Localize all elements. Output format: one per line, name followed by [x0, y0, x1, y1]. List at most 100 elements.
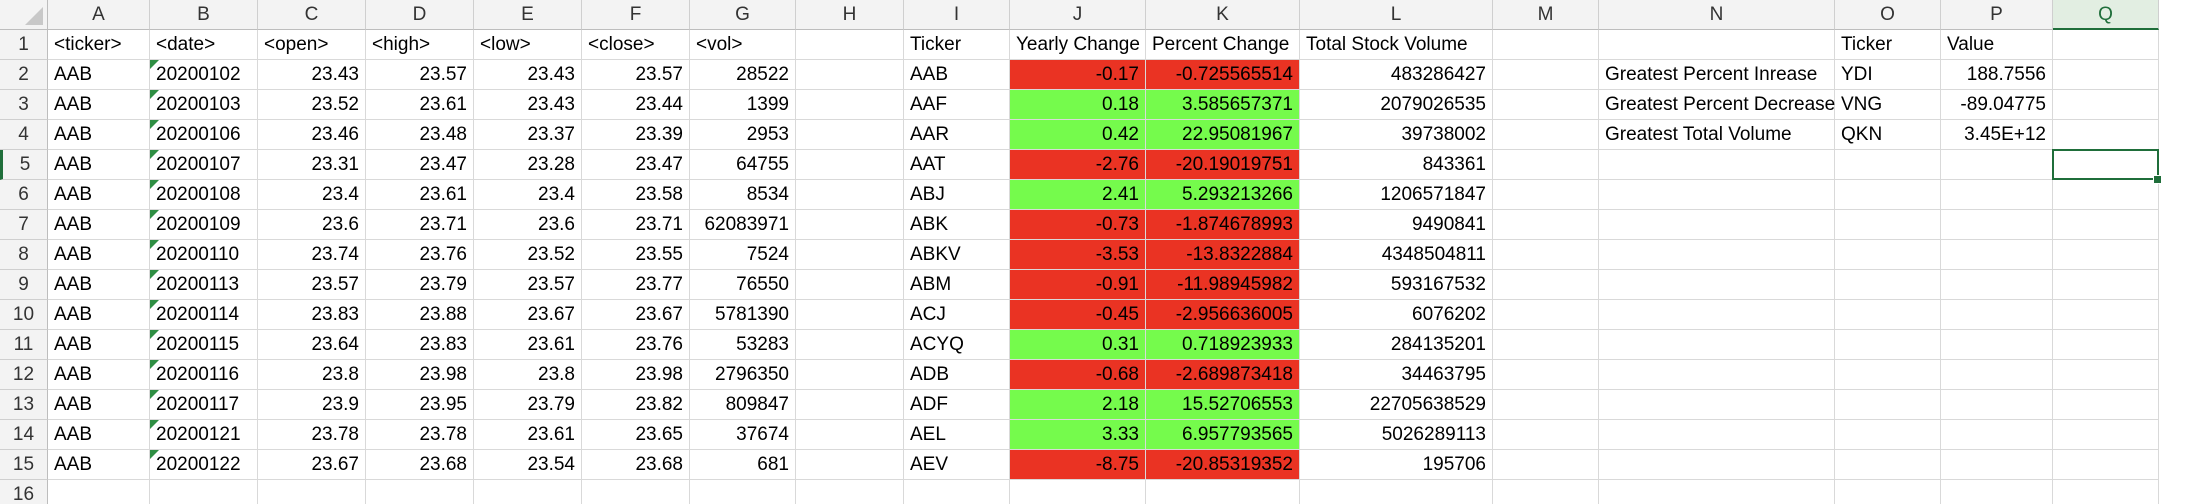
- cell-q8[interactable]: [2053, 240, 2159, 270]
- cell-a7[interactable]: AAB: [48, 210, 150, 240]
- cell-f5[interactable]: 23.47: [582, 150, 690, 180]
- cell-g3[interactable]: 1399: [690, 90, 796, 120]
- cell-j16[interactable]: [1010, 480, 1146, 504]
- cell-d2[interactable]: 23.57: [366, 60, 474, 90]
- row-header-1[interactable]: 1: [0, 30, 48, 60]
- cell-q10[interactable]: [2053, 300, 2159, 330]
- greatest-ticker-cell[interactable]: YDI: [1835, 60, 1941, 90]
- column-header-n[interactable]: N: [1599, 0, 1835, 30]
- cell-a6[interactable]: AAB: [48, 180, 150, 210]
- percent-change-cell[interactable]: -20.19019751: [1146, 150, 1300, 180]
- cell-c15[interactable]: 23.67: [258, 450, 366, 480]
- cell-i9[interactable]: ABM: [904, 270, 1010, 300]
- cell-m11[interactable]: [1493, 330, 1599, 360]
- yearly-change-cell[interactable]: -3.53: [1010, 240, 1146, 270]
- cell-p10[interactable]: [1941, 300, 2053, 330]
- cell-a12[interactable]: AAB: [48, 360, 150, 390]
- cell-q11[interactable]: [2053, 330, 2159, 360]
- cell-a15[interactable]: AAB: [48, 450, 150, 480]
- header-cell-d[interactable]: <high>: [366, 30, 474, 60]
- cell-e12[interactable]: 23.8: [474, 360, 582, 390]
- cell-d13[interactable]: 23.95: [366, 390, 474, 420]
- date-cell[interactable]: 20200115: [150, 330, 258, 360]
- cell-c9[interactable]: 23.57: [258, 270, 366, 300]
- column-header-h[interactable]: H: [796, 0, 904, 30]
- cell-m9[interactable]: [1493, 270, 1599, 300]
- cell-p5[interactable]: [1941, 150, 2053, 180]
- cell-m14[interactable]: [1493, 420, 1599, 450]
- cell-l8[interactable]: 4348504811: [1300, 240, 1493, 270]
- percent-change-cell[interactable]: -0.725565514: [1146, 60, 1300, 90]
- cell-n8[interactable]: [1599, 240, 1835, 270]
- cell-e14[interactable]: 23.61: [474, 420, 582, 450]
- cell-h4[interactable]: [796, 120, 904, 150]
- cell-a5[interactable]: AAB: [48, 150, 150, 180]
- date-cell[interactable]: 20200121: [150, 420, 258, 450]
- cell-h7[interactable]: [796, 210, 904, 240]
- cell-p12[interactable]: [1941, 360, 2053, 390]
- percent-change-cell[interactable]: -1.874678993: [1146, 210, 1300, 240]
- cell-n14[interactable]: [1599, 420, 1835, 450]
- cell-g4[interactable]: 2953: [690, 120, 796, 150]
- cell-l10[interactable]: 6076202: [1300, 300, 1493, 330]
- cell-p11[interactable]: [1941, 330, 2053, 360]
- cell-d16[interactable]: [366, 480, 474, 504]
- row-header-2[interactable]: 2: [0, 60, 48, 90]
- cell-q7[interactable]: [2053, 210, 2159, 240]
- cell-m7[interactable]: [1493, 210, 1599, 240]
- cell-n15[interactable]: [1599, 450, 1835, 480]
- column-header-a[interactable]: A: [48, 0, 150, 30]
- cell-f11[interactable]: 23.76: [582, 330, 690, 360]
- column-header-k[interactable]: K: [1146, 0, 1300, 30]
- cell-m6[interactable]: [1493, 180, 1599, 210]
- cell-g13[interactable]: 809847: [690, 390, 796, 420]
- column-header-d[interactable]: D: [366, 0, 474, 30]
- greatest-label-cell[interactable]: Greatest Percent Decrease: [1599, 90, 1835, 120]
- cell-n9[interactable]: [1599, 270, 1835, 300]
- cell-a10[interactable]: AAB: [48, 300, 150, 330]
- percent-change-cell[interactable]: -13.8322884: [1146, 240, 1300, 270]
- date-cell[interactable]: 20200109: [150, 210, 258, 240]
- header-cell-c[interactable]: <open>: [258, 30, 366, 60]
- yearly-change-cell[interactable]: 0.42: [1010, 120, 1146, 150]
- cell-d8[interactable]: 23.76: [366, 240, 474, 270]
- cell-a9[interactable]: AAB: [48, 270, 150, 300]
- cell-o13[interactable]: [1835, 390, 1941, 420]
- cell-p15[interactable]: [1941, 450, 2053, 480]
- cell-q2[interactable]: [2053, 60, 2159, 90]
- greatest-value-cell[interactable]: 188.7556: [1941, 60, 2053, 90]
- cell-l13[interactable]: 22705638529: [1300, 390, 1493, 420]
- cell-p6[interactable]: [1941, 180, 2053, 210]
- cell-g10[interactable]: 5781390: [690, 300, 796, 330]
- cell-o7[interactable]: [1835, 210, 1941, 240]
- cell-f14[interactable]: 23.65: [582, 420, 690, 450]
- column-header-i[interactable]: I: [904, 0, 1010, 30]
- greatest-ticker-cell[interactable]: QKN: [1835, 120, 1941, 150]
- column-header-e[interactable]: E: [474, 0, 582, 30]
- cell-i16[interactable]: [904, 480, 1010, 504]
- cell-l14[interactable]: 5026289113: [1300, 420, 1493, 450]
- cell-d5[interactable]: 23.47: [366, 150, 474, 180]
- row-header-6[interactable]: 6: [0, 180, 48, 210]
- date-cell[interactable]: 20200106: [150, 120, 258, 150]
- yearly-change-cell[interactable]: -0.91: [1010, 270, 1146, 300]
- cell-g7[interactable]: 62083971: [690, 210, 796, 240]
- header-cell-f[interactable]: <close>: [582, 30, 690, 60]
- cell-n1[interactable]: [1599, 30, 1835, 60]
- cell-a8[interactable]: AAB: [48, 240, 150, 270]
- yearly-change-cell[interactable]: -0.45: [1010, 300, 1146, 330]
- cell-i15[interactable]: AEV: [904, 450, 1010, 480]
- cell-c5[interactable]: 23.31: [258, 150, 366, 180]
- cell-i6[interactable]: ABJ: [904, 180, 1010, 210]
- percent-change-cell[interactable]: 3.585657371: [1146, 90, 1300, 120]
- cell-c2[interactable]: 23.43: [258, 60, 366, 90]
- cell-i4[interactable]: AAR: [904, 120, 1010, 150]
- cell-n12[interactable]: [1599, 360, 1835, 390]
- cell-f2[interactable]: 23.57: [582, 60, 690, 90]
- row-header-9[interactable]: 9: [0, 270, 48, 300]
- cell-m3[interactable]: [1493, 90, 1599, 120]
- greatest-value-cell[interactable]: -89.04775: [1941, 90, 2053, 120]
- row-header-3[interactable]: 3: [0, 90, 48, 120]
- cell-d12[interactable]: 23.98: [366, 360, 474, 390]
- cell-c4[interactable]: 23.46: [258, 120, 366, 150]
